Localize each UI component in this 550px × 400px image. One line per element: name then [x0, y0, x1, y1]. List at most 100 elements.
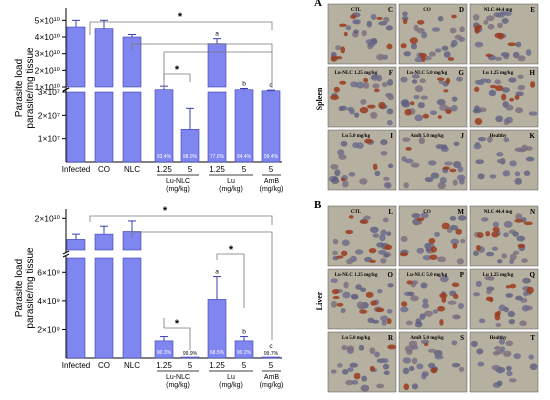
cell-nucleus [421, 303, 430, 309]
cell-nucleus [441, 45, 449, 51]
cell-nucleus [342, 180, 349, 188]
tissue-side-label: Liver [315, 291, 324, 310]
cell-nucleus [386, 231, 392, 237]
cell-nucleus [400, 235, 408, 243]
bar-percent-label: 99.4% [264, 154, 279, 160]
micrograph-title: Healthy [490, 336, 507, 341]
y-tick-label: 4×10⁹ [37, 296, 60, 306]
cell-nucleus [370, 13, 377, 21]
cell-nucleus [361, 386, 369, 392]
amastigote-stain [353, 372, 361, 380]
cell-nucleus [420, 282, 428, 289]
cell-nucleus [379, 234, 386, 242]
amastigote-stain [348, 215, 354, 219]
cell-nucleus [474, 41, 484, 48]
x-tick-label: 5 [269, 361, 274, 370]
micrograph-letter: R [388, 334, 394, 342]
cell-nucleus [345, 379, 354, 386]
amastigote-stain [439, 292, 448, 299]
bar-percent-label: 77.6% [210, 154, 225, 160]
cell-nucleus [525, 156, 535, 162]
amastigote-stain [439, 319, 444, 326]
cell-nucleus [497, 22, 503, 29]
cell-nucleus [421, 31, 428, 39]
cell-nucleus [505, 340, 514, 347]
amastigote-stain [416, 217, 425, 222]
cell-nucleus [516, 235, 526, 242]
cell-nucleus [500, 52, 510, 57]
cell-nucleus [361, 30, 367, 37]
amastigote-stain [359, 106, 369, 114]
bar-upper [207, 43, 227, 88]
amastigote-stain [330, 55, 338, 62]
group-unit-label: (mg/kg) [219, 382, 243, 389]
cell-nucleus [473, 292, 481, 297]
cell-nucleus [358, 304, 365, 311]
cell-nucleus [506, 371, 513, 377]
group-label: Lu-NLC [166, 178, 190, 185]
bar-lower [94, 257, 114, 359]
cell-nucleus [477, 361, 485, 367]
bar [261, 356, 281, 359]
cell-nucleus [380, 258, 387, 264]
cell-nucleus [380, 151, 388, 156]
micrograph-title: Lu 1.25 mg/kg [483, 273, 514, 278]
cell-nucleus [342, 369, 349, 375]
bar [154, 89, 174, 163]
bar-upper [94, 28, 114, 88]
cell-nucleus [363, 82, 370, 89]
cell-nucleus [404, 345, 414, 353]
cell-nucleus [515, 213, 523, 220]
y-tick-label: 2×10⁹ [37, 324, 60, 334]
cell-nucleus [387, 94, 395, 101]
cell-nucleus [381, 320, 387, 326]
micrograph-title: Lu 5.0 mg/kg [342, 336, 371, 341]
cell-nucleus [380, 139, 388, 146]
cell-nucleus [499, 346, 506, 352]
cell-nucleus [349, 108, 355, 115]
micrograph-cell: Lu-NLC 5.0 mg/kg G [398, 66, 468, 128]
cell-nucleus [451, 104, 458, 112]
significance-bracket [131, 231, 273, 340]
cell-nucleus [402, 137, 411, 142]
y-tick-label: 2×10¹⁰ [35, 65, 61, 75]
cell-nucleus [417, 102, 425, 109]
significance-bracket [89, 215, 273, 225]
cell-nucleus [454, 34, 463, 40]
micrograph-letter: L [388, 208, 393, 216]
cell-nucleus [332, 238, 339, 245]
amastigote-stain [376, 16, 383, 20]
cell-nucleus [439, 275, 449, 283]
bar [234, 89, 254, 163]
cell-nucleus [410, 162, 420, 168]
amastigote-stain [509, 283, 517, 289]
cell-nucleus [449, 224, 459, 231]
cell-nucleus [528, 354, 534, 360]
amastigote-stain [451, 282, 460, 288]
cell-nucleus [529, 363, 538, 371]
cell-nucleus [347, 367, 354, 372]
cell-nucleus [342, 291, 351, 299]
cell-nucleus [428, 51, 436, 57]
amastigote-stain [449, 168, 457, 173]
cell-nucleus [340, 140, 348, 147]
micrograph-cell: Lu 5.0 mg/kg I [327, 129, 397, 191]
micrograph-title: CTL [351, 210, 362, 215]
amastigote-stain [530, 81, 536, 88]
amastigote-stain [339, 80, 347, 85]
cell-nucleus [505, 104, 514, 111]
cell-nucleus [430, 172, 440, 179]
amastigote-stain [452, 293, 459, 299]
y-axis-label-line: Parasite load [14, 259, 25, 317]
micrograph-panel-liver: B Liver CTL L CO M NLC 44.4 mg N Lu-NLC 1.25 mg/… [314, 199, 539, 393]
amastigote-stain [429, 254, 438, 260]
cell-nucleus [411, 345, 419, 350]
cell-nucleus [419, 313, 426, 320]
amastigote-stain [517, 243, 526, 249]
amastigote-stain [409, 37, 418, 44]
bar-percent-label: 99.7% [264, 351, 279, 357]
cell-nucleus [498, 159, 504, 164]
axis-break-mark [62, 250, 70, 255]
amastigote-stain [489, 84, 497, 89]
cell-nucleus [517, 84, 526, 91]
